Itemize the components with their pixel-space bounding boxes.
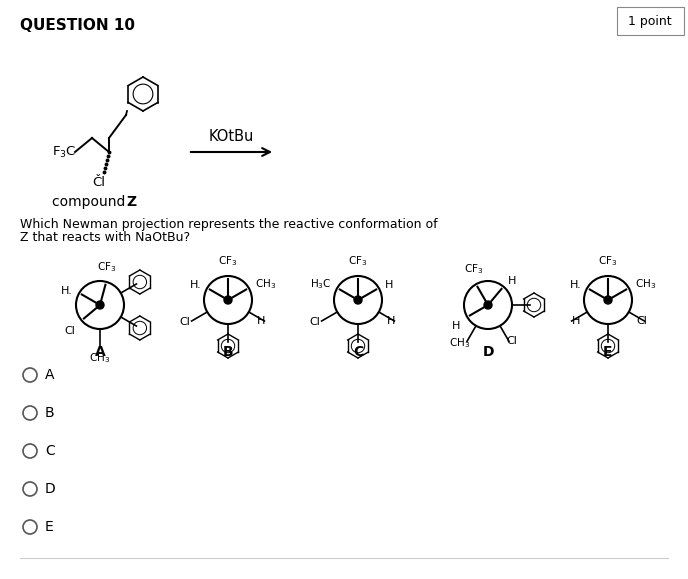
Circle shape (354, 296, 362, 304)
Text: H.: H. (61, 285, 73, 295)
Text: CH$_3$: CH$_3$ (635, 277, 656, 291)
Circle shape (224, 296, 232, 304)
Text: CF$_3$: CF$_3$ (599, 254, 618, 268)
Text: H.: H. (189, 280, 201, 290)
Text: compound: compound (52, 195, 130, 209)
Circle shape (96, 301, 104, 309)
Text: Cl: Cl (506, 336, 517, 346)
Text: F$_3$C: F$_3$C (52, 144, 76, 160)
Text: B: B (223, 345, 233, 359)
Text: Čl: Čl (92, 176, 105, 189)
Text: H: H (385, 280, 394, 290)
Text: E: E (603, 345, 613, 359)
Circle shape (484, 301, 492, 309)
Text: CF$_3$: CF$_3$ (464, 262, 483, 276)
Text: H: H (508, 276, 516, 286)
Text: H$_3$C: H$_3$C (310, 277, 331, 291)
Text: Which Newman projection represents the reactive conformation of: Which Newman projection represents the r… (20, 218, 442, 231)
Text: A: A (45, 368, 54, 382)
Text: Z that reacts with NaOtBu?: Z that reacts with NaOtBu? (20, 231, 190, 244)
Text: C: C (353, 345, 363, 359)
Text: QUESTION 10: QUESTION 10 (20, 18, 135, 33)
Text: KOtBu: KOtBu (208, 129, 254, 144)
Text: D: D (482, 345, 494, 359)
Text: H: H (257, 317, 265, 327)
Text: Cl: Cl (309, 317, 320, 327)
Text: Cl: Cl (179, 317, 190, 327)
Text: E: E (45, 520, 54, 534)
Text: H: H (452, 321, 460, 331)
Text: H: H (572, 316, 580, 326)
Text: B: B (45, 406, 54, 420)
Circle shape (604, 296, 612, 304)
Text: Cl: Cl (65, 325, 76, 336)
Text: H: H (387, 317, 395, 327)
FancyBboxPatch shape (617, 7, 684, 35)
Text: C: C (45, 444, 55, 458)
Text: CF$_3$: CF$_3$ (218, 254, 237, 268)
Text: Cl: Cl (636, 317, 647, 327)
Text: CF$_3$: CF$_3$ (97, 260, 117, 274)
Text: CH$_3$: CH$_3$ (449, 336, 470, 350)
Text: H.: H. (570, 280, 581, 290)
Text: CH$_3$: CH$_3$ (89, 351, 111, 365)
Text: CF$_3$: CF$_3$ (348, 254, 367, 268)
Text: 1 point: 1 point (628, 14, 671, 27)
Text: CH$_3$: CH$_3$ (255, 277, 276, 291)
Text: Z: Z (126, 195, 136, 209)
Text: A: A (95, 345, 105, 359)
Text: D: D (45, 482, 56, 496)
